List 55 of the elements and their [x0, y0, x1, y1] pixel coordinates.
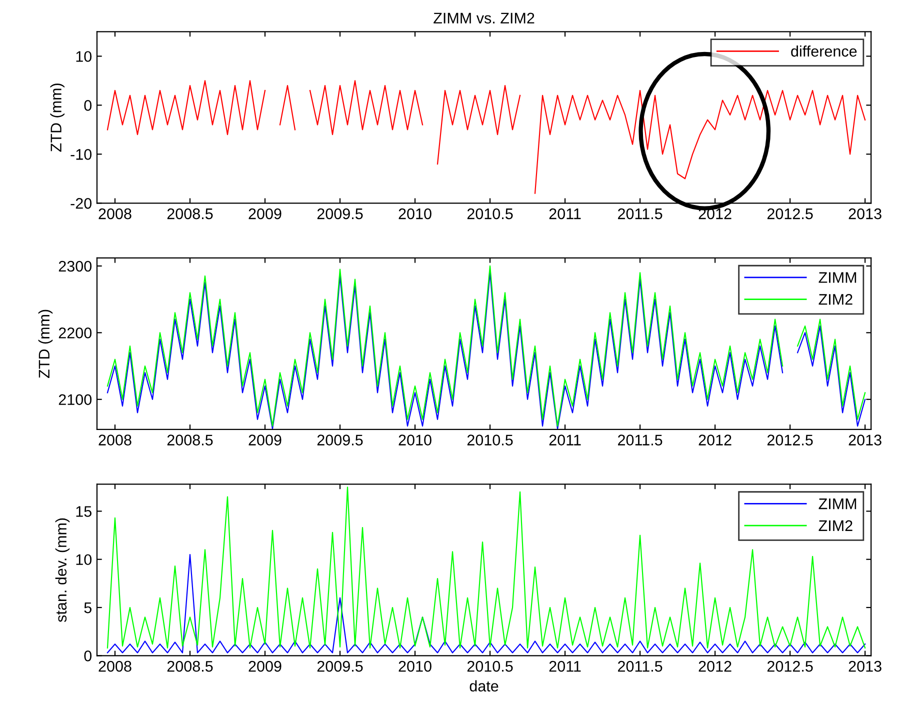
x-tick-label: 2008	[98, 434, 132, 446]
x-tick-label: 2008.5	[167, 660, 213, 672]
y-axis-title: stan. dev. (mm)	[55, 518, 70, 622]
x-tick-label: 2008.5	[167, 434, 213, 446]
y-tick-label: 0	[84, 100, 92, 111]
x-tick-label: 2009.5	[317, 208, 363, 220]
chart-title: ZIMM vs. ZIM2	[434, 12, 534, 24]
x-tick-label: 2012.5	[767, 208, 813, 220]
y-tick-label: -10	[70, 149, 92, 160]
legend-label: ZIMM	[818, 272, 856, 283]
y-tick-label: -20	[70, 198, 92, 209]
x-tick-label: 2008	[98, 660, 132, 672]
x-tick-label: 2010	[398, 660, 432, 672]
legend-label: ZIM2	[818, 294, 852, 305]
y-tick-label: 0	[84, 650, 92, 662]
x-tick-label: 2010.5	[467, 660, 513, 672]
y-tick-label: 5	[84, 602, 92, 614]
x-tick-label: 2011	[549, 660, 581, 672]
legend-label: difference	[791, 45, 857, 57]
x-tick-label: 2009	[248, 660, 282, 672]
x-tick-label: 2010.5	[467, 208, 513, 220]
x-tick-label: 2012.5	[767, 434, 813, 446]
x-tick-label: 2009.5	[317, 434, 363, 446]
x-tick-label: 2010	[398, 208, 432, 220]
line-series	[106, 486, 866, 648]
x-tick-label: 2011.5	[618, 434, 662, 446]
x-tick-label: 2012.5	[767, 660, 813, 672]
x-tick-label: 2013	[848, 660, 882, 672]
legend-label: ZIMM	[818, 498, 856, 510]
y-tick-label: 15	[76, 506, 92, 517]
y-tick-label: 2200	[58, 328, 92, 338]
legend-label: ZIM2	[818, 520, 852, 531]
x-tick-label: 2010	[398, 434, 432, 446]
x-tick-label: 2011	[549, 434, 581, 446]
y-axis-title: ZTD (mm)	[50, 84, 64, 152]
y-tick-label: 10	[76, 51, 92, 62]
x-tick-label: 2009	[248, 434, 282, 446]
x-tick-label: 2013	[848, 434, 882, 446]
x-tick-label: 2008.5	[167, 208, 213, 220]
line-series	[106, 554, 866, 654]
x-tick-label: 2011	[549, 208, 581, 220]
y-tick-label: 10	[76, 554, 92, 566]
y-tick-label: 2100	[58, 394, 92, 406]
y-axis-title: ZTD (mm)	[38, 310, 53, 378]
x-tick-label: 2011.5	[618, 660, 662, 672]
x-axis-title: date	[470, 680, 498, 692]
x-tick-label: 2009	[248, 208, 282, 220]
y-tick-label: 2300	[58, 260, 92, 272]
x-tick-label: 2008	[98, 208, 132, 220]
x-tick-label: 2010.5	[467, 434, 513, 446]
x-tick-label: 2012	[698, 660, 732, 672]
x-tick-label: 2011.5	[618, 208, 662, 220]
x-tick-label: 2009.5	[317, 660, 363, 672]
x-tick-label: 2012	[698, 434, 732, 446]
x-tick-label: 2013	[848, 208, 882, 220]
